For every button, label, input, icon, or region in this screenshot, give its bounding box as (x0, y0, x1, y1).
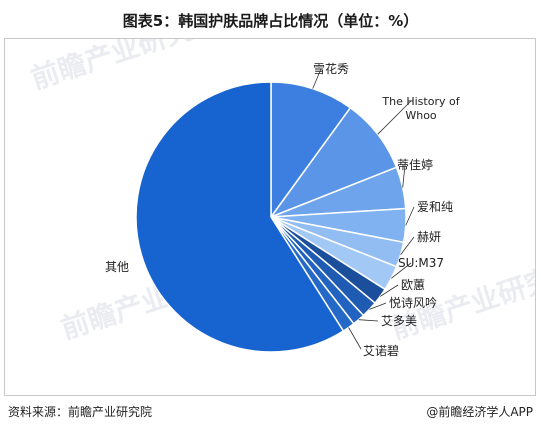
slice-label: 艾多美 (381, 314, 417, 328)
slice-label: 其他 (105, 260, 129, 274)
leader-line (402, 164, 406, 188)
leader-line (379, 284, 399, 297)
leader-line (391, 262, 412, 279)
leader-line (377, 100, 412, 135)
leader-lines (312, 68, 415, 350)
leader-line (348, 327, 362, 350)
slice-label: 蒂佳婷 (397, 157, 433, 172)
watermark-text: 前瞻产业研究院 (27, 39, 224, 96)
source-note: 资料来源：前瞻产业研究院 (8, 405, 153, 419)
slice-label: 赫妍 (417, 230, 441, 244)
leader-line (312, 68, 322, 89)
slice-label: The History of Whoo (381, 95, 460, 122)
leader-line (405, 206, 415, 226)
slice-label: 欧蕙 (401, 278, 425, 292)
brand-credit: @前瞻经济学人APP (426, 405, 533, 419)
slice-label: 艾诺碧 (363, 344, 399, 358)
pie-slices (135, 81, 407, 353)
slice-label: 爱和纯 (417, 200, 453, 214)
slice-label: SU:M37 (398, 256, 444, 270)
leader-line (369, 302, 387, 310)
chart-title: 图表5：韩国护肤品牌占比情况（单位：%） (122, 12, 419, 30)
leader-line (400, 236, 415, 255)
leader-line (358, 319, 379, 322)
pie-slice (270, 81, 352, 220)
slice-label: 悦诗风吟 (389, 295, 437, 310)
slice-label: 雪花秀 (313, 61, 349, 76)
pie-slice (135, 81, 345, 353)
